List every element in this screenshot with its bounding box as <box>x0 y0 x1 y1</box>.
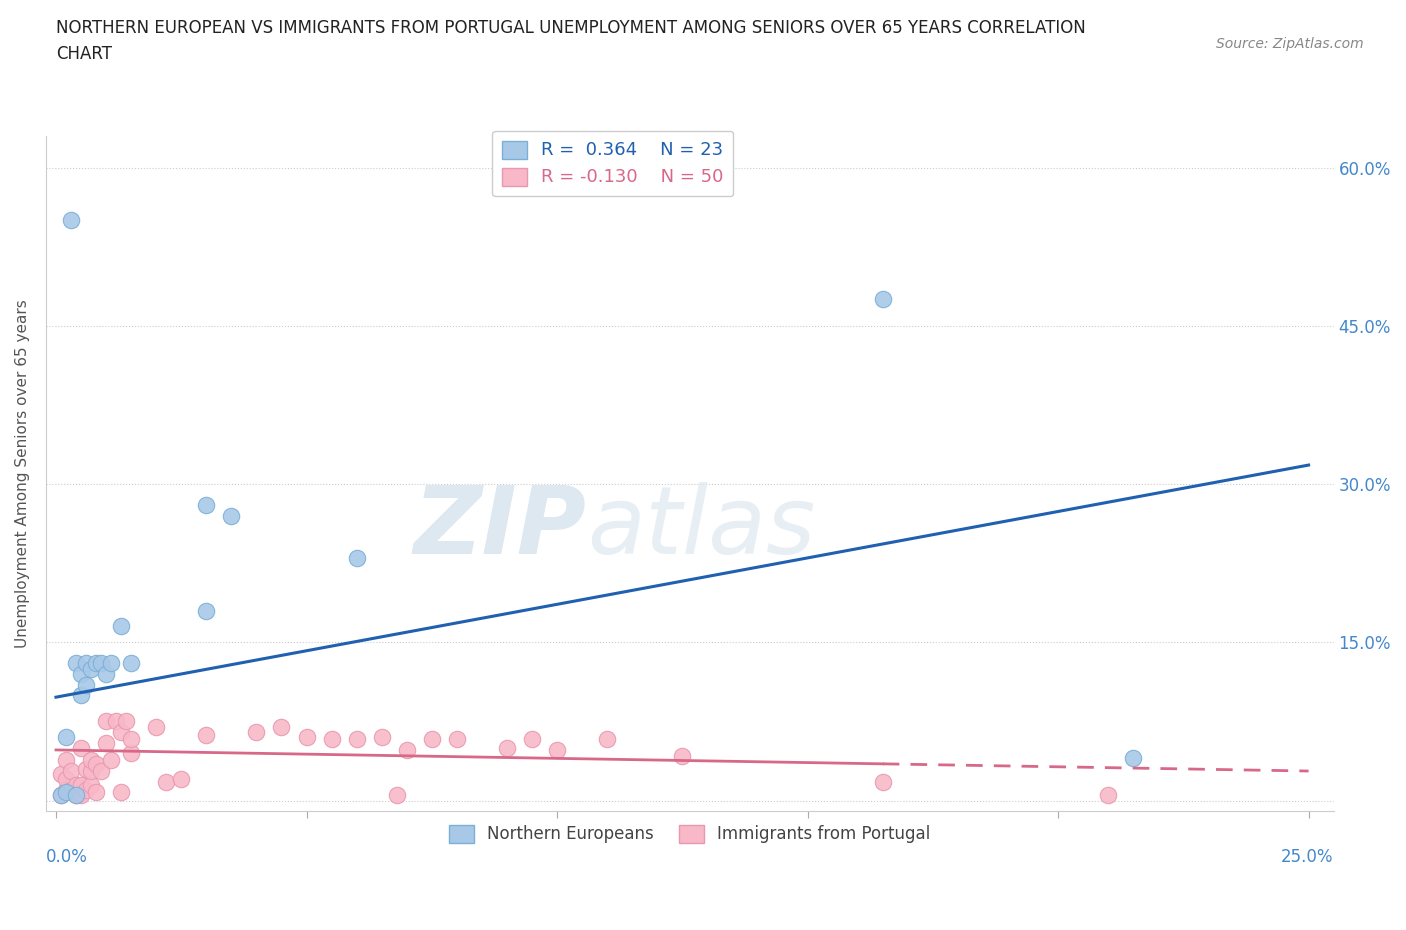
Point <box>295 730 318 745</box>
Point <box>55 785 77 800</box>
Point <box>65 788 87 803</box>
Point <box>346 551 368 565</box>
Point <box>115 714 138 729</box>
Point <box>100 753 122 768</box>
Point <box>60 764 83 778</box>
Text: 25.0%: 25.0% <box>1281 848 1334 866</box>
Point <box>520 732 543 747</box>
Point <box>596 732 619 747</box>
Point <box>84 756 107 771</box>
Text: NORTHERN EUROPEAN VS IMMIGRANTS FROM PORTUGAL UNEMPLOYMENT AMONG SENIORS OVER 65: NORTHERN EUROPEAN VS IMMIGRANTS FROM POR… <box>56 19 1085 63</box>
Point <box>75 677 97 692</box>
Point <box>75 782 97 797</box>
Point <box>70 788 93 803</box>
Text: ZIP: ZIP <box>413 482 586 574</box>
Point <box>270 719 292 734</box>
Point <box>94 714 117 729</box>
Point <box>155 774 177 789</box>
Point <box>70 777 93 792</box>
Point <box>195 727 218 742</box>
Point <box>872 774 894 789</box>
Point <box>65 788 87 803</box>
Point <box>496 740 519 755</box>
Point <box>105 714 128 729</box>
Point <box>120 746 142 761</box>
Text: atlas: atlas <box>586 482 815 573</box>
Point <box>170 772 193 787</box>
Point <box>55 772 77 787</box>
Text: 0.0%: 0.0% <box>46 848 87 866</box>
Point <box>80 661 103 676</box>
Point <box>195 498 218 512</box>
Point <box>94 735 117 750</box>
Text: Source: ZipAtlas.com: Source: ZipAtlas.com <box>1216 37 1364 51</box>
Point <box>94 667 117 682</box>
Point <box>60 213 83 228</box>
Point <box>546 742 568 757</box>
Point <box>49 766 72 781</box>
Point <box>145 719 167 734</box>
Y-axis label: Unemployment Among Seniors over 65 years: Unemployment Among Seniors over 65 years <box>15 299 30 648</box>
Point <box>80 777 103 792</box>
Point <box>90 764 112 778</box>
Point <box>446 732 468 747</box>
Point <box>60 782 83 797</box>
Point <box>65 656 87 671</box>
Point <box>110 724 132 739</box>
Point <box>84 656 107 671</box>
Point <box>120 732 142 747</box>
Point <box>49 788 72 803</box>
Point <box>195 604 218 618</box>
Point <box>395 742 418 757</box>
Point <box>245 724 267 739</box>
Point <box>80 764 103 778</box>
Point <box>110 619 132 634</box>
Point <box>49 788 72 803</box>
Point <box>84 785 107 800</box>
Point <box>90 656 112 671</box>
Legend: Northern Europeans, Immigrants from Portugal: Northern Europeans, Immigrants from Port… <box>443 818 938 850</box>
Point <box>110 785 132 800</box>
Point <box>1122 751 1144 765</box>
Point <box>671 749 693 764</box>
Point <box>55 782 77 797</box>
Point <box>75 762 97 777</box>
Point <box>1097 788 1119 803</box>
Point <box>221 509 243 524</box>
Point <box>70 687 93 702</box>
Point <box>120 656 142 671</box>
Point <box>346 732 368 747</box>
Point <box>420 732 443 747</box>
Point <box>385 788 408 803</box>
Point <box>65 777 87 792</box>
Point <box>70 740 93 755</box>
Point <box>321 732 343 747</box>
Point <box>100 656 122 671</box>
Point <box>370 730 392 745</box>
Point <box>55 730 77 745</box>
Point <box>80 753 103 768</box>
Point <box>872 292 894 307</box>
Point <box>75 656 97 671</box>
Point <box>70 667 93 682</box>
Point <box>55 753 77 768</box>
